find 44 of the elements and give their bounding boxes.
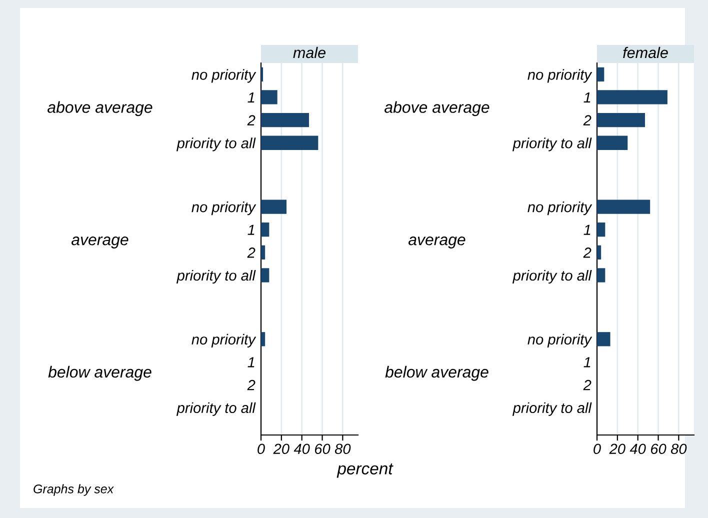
y-tick-label: 2 (247, 248, 256, 258)
y-tick-label: no priority (528, 334, 592, 348)
y-tick-label: priority to all (512, 138, 592, 152)
x-tick-label: 80 (670, 444, 687, 454)
y-tick-label: 1 (248, 92, 254, 103)
x-tick-label: 60 (314, 444, 330, 454)
y-tick-label: priority to all (176, 270, 256, 284)
x-tick-label: 40 (630, 444, 646, 454)
x-tick-label: 80 (334, 444, 351, 454)
text: above average (384, 101, 490, 116)
y-tick-label: priority to all (512, 402, 592, 416)
text: above average (48, 101, 152, 116)
y-tick-label: no priority (528, 201, 592, 216)
text: average (408, 236, 466, 248)
x-tick-label: 0 (594, 444, 601, 454)
x-tick-label: 60 (650, 444, 666, 454)
y-tick-label: no priority (192, 69, 256, 83)
x-tick-label: 0 (258, 444, 265, 454)
y-tick-label: no priority (192, 201, 256, 216)
x-tick-label: 20 (609, 444, 626, 454)
x-tick-label: 40 (294, 444, 310, 454)
y-tick-label: 1 (584, 357, 590, 368)
text: below average (385, 366, 488, 381)
chart-title: female (623, 46, 668, 58)
y-tick-label: 1 (584, 224, 590, 235)
y-tick-label: 1 (248, 224, 254, 235)
text: below average (48, 366, 152, 381)
y-tick-label: no priority (192, 334, 256, 348)
x-tick-label: 20 (273, 444, 290, 454)
y-tick-label: 1 (248, 357, 254, 368)
y-tick-label: no priority (528, 69, 592, 83)
chart-title: male (293, 46, 326, 58)
text: average (72, 236, 128, 248)
y-tick-label: priority to all (512, 270, 592, 284)
text: Graphs by sex (34, 484, 114, 496)
y-tick-label: 2 (583, 115, 592, 126)
y-tick-label: priority to all (176, 402, 256, 416)
x-axis-title: percent (336, 464, 394, 478)
y-tick-label: 2 (247, 115, 256, 126)
y-tick-label: 2 (583, 248, 592, 258)
y-tick-label: priority to all (176, 138, 256, 152)
y-tick-label: 2 (247, 380, 256, 390)
y-tick-label: 1 (584, 92, 590, 103)
y-tick-label: 2 (583, 380, 592, 390)
